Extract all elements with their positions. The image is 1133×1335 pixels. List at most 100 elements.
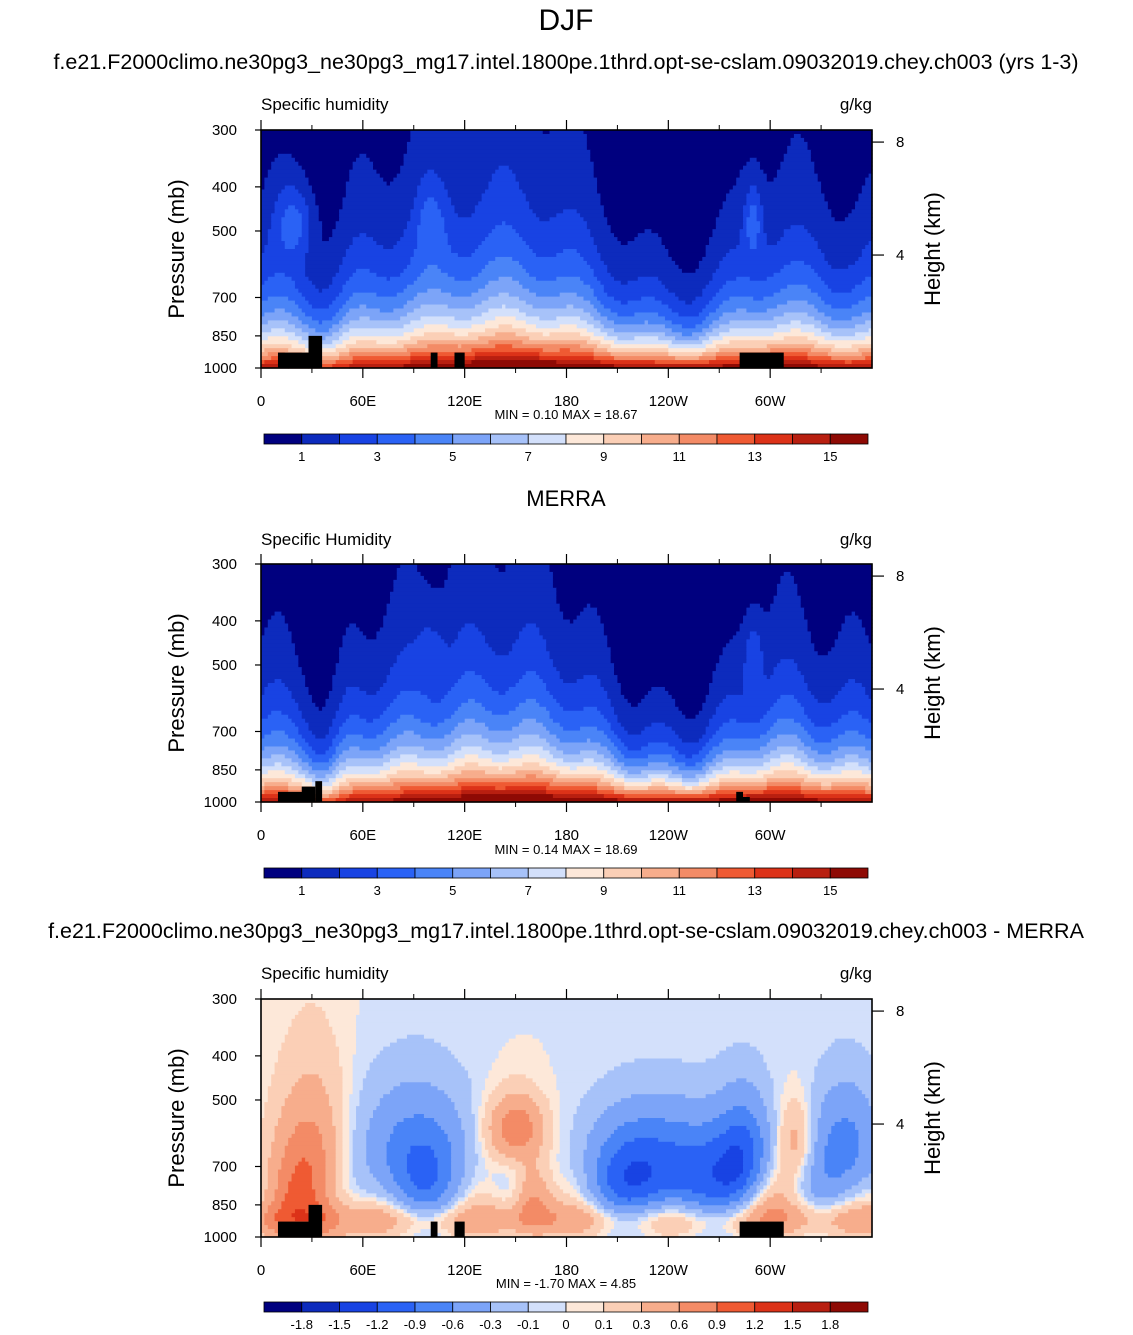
field-cell: [288, 1094, 330, 1099]
field-cell: [447, 1209, 456, 1214]
field-cell: [705, 730, 717, 736]
field-cell: [345, 189, 418, 195]
field-cell: [770, 1121, 778, 1127]
field-cell: [773, 1161, 778, 1167]
field-cell: [821, 320, 866, 325]
field-cell: [607, 264, 680, 270]
field-cell: [671, 328, 703, 333]
field-cell: [810, 264, 832, 270]
field-cell: [814, 1205, 832, 1210]
field-cell: [753, 1181, 761, 1187]
field-cell: [406, 1193, 442, 1198]
field-cell: [261, 1022, 293, 1028]
field-cell: [586, 145, 788, 151]
field-cell: [858, 1129, 873, 1135]
field-cell: [773, 332, 815, 337]
field-cell: [359, 714, 381, 720]
field-cell: [386, 1229, 408, 1234]
field-cell: [328, 328, 340, 333]
field-cell: [356, 1177, 378, 1183]
field-cell: [624, 1169, 652, 1175]
field-cell: [546, 1050, 720, 1056]
field-cell: [389, 1090, 445, 1095]
field-cell: [261, 229, 269, 234]
field-cell: [468, 698, 476, 704]
field-cell: [420, 571, 449, 577]
field-cell: [311, 1173, 327, 1179]
colorbar-swatch: [301, 1301, 340, 1313]
field-cell: [335, 1189, 347, 1194]
field-cell: [376, 690, 401, 696]
field-cell: [461, 1121, 476, 1127]
field-cell: [423, 205, 439, 210]
field-cell: [454, 778, 554, 783]
field-cell: [339, 730, 384, 736]
field-cell: [342, 1114, 350, 1119]
field-cell: [478, 245, 530, 250]
field-cell: [834, 639, 870, 644]
terrain-mask: [430, 352, 438, 368]
colorbar-swatch: [603, 1301, 642, 1313]
field-cell: [614, 742, 625, 748]
field-cell: [366, 690, 378, 696]
field-cell: [552, 583, 778, 589]
field-cell: [420, 209, 442, 214]
field-cell: [356, 268, 371, 274]
field-cell: [518, 260, 588, 266]
field-cell: [770, 738, 802, 744]
field-cell: [491, 1121, 503, 1127]
field-cell: [261, 766, 293, 771]
field-cell: [261, 1129, 276, 1135]
field-cell: [559, 1149, 571, 1155]
field-cell: [661, 241, 710, 246]
field-cell: [542, 746, 557, 752]
field-cell: [444, 718, 466, 724]
field-cell: [603, 1193, 619, 1198]
field-cell: [810, 1177, 863, 1183]
field-cell: [261, 320, 269, 325]
y-axis-title: Pressure (mb): [164, 179, 189, 318]
field-cell: [814, 1193, 839, 1198]
field-cell: [349, 348, 408, 353]
field-cell: [525, 1165, 537, 1171]
field-cell: [766, 730, 809, 736]
field-cell: [763, 356, 809, 361]
field-cell: [417, 276, 456, 282]
field-cell: [709, 766, 724, 771]
field-cell: [556, 213, 581, 218]
field-cell: [481, 1129, 493, 1135]
field-cell: [437, 631, 459, 636]
field-cell: [478, 336, 530, 341]
field-cell: [261, 571, 398, 577]
field-cell: [559, 1125, 574, 1131]
field-cell: [597, 607, 748, 613]
field-cell: [345, 1233, 401, 1238]
field-cell: [298, 1078, 323, 1083]
field-cell: [868, 718, 873, 724]
field-cell: [332, 280, 347, 286]
field-cell: [356, 1125, 371, 1131]
field-cell: [502, 1098, 534, 1103]
field-cell: [586, 133, 795, 139]
field-cell: [328, 1022, 357, 1028]
field-cell: [719, 288, 781, 294]
field-cell: [366, 718, 374, 724]
field-cell: [620, 1062, 768, 1068]
field-cell: [261, 655, 299, 660]
field-cell: [600, 1213, 605, 1218]
x-tick-label: 120W: [649, 393, 689, 410]
field-cell: [807, 229, 873, 234]
field-cell: [542, 332, 551, 337]
field-cell: [597, 1161, 612, 1167]
field-cell: [403, 1213, 411, 1218]
field-cell: [607, 348, 669, 353]
field-cell: [800, 758, 815, 763]
field-cell: [838, 1082, 856, 1087]
field-cell: [783, 1110, 805, 1115]
field-cell: [529, 1094, 547, 1099]
field-cell: [804, 679, 849, 684]
field-cell: [743, 1213, 751, 1218]
field-cell: [793, 694, 815, 700]
field-cell: [647, 1201, 700, 1206]
field-cell: [712, 1118, 758, 1123]
